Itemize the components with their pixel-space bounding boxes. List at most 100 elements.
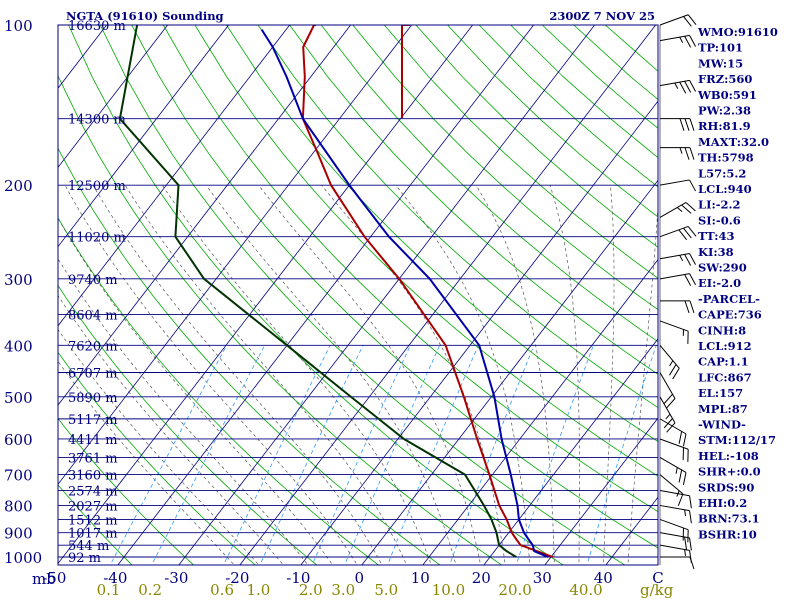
mixing-ratio-label: 20.0	[498, 581, 531, 599]
pressure-label: 900	[4, 525, 33, 543]
temperature-tick-label: 0	[355, 569, 365, 587]
index-item: TH:5798	[698, 151, 754, 165]
mixing-ratio-line	[151, 345, 265, 565]
wind-barb-full	[689, 537, 692, 551]
index-item: LI:-2.2	[698, 198, 741, 212]
wind-barb	[659, 518, 689, 543]
mixing-ratio-label: 0.2	[138, 581, 162, 599]
wind-barb	[659, 396, 676, 433]
isotherm	[361, 179, 658, 565]
wind-barb-half	[665, 413, 671, 420]
pressure-label: 400	[4, 337, 33, 355]
wind-barb-half	[676, 207, 683, 213]
temperature-tick-label: 30	[533, 569, 552, 587]
temperature-tick-label: 10	[411, 569, 430, 587]
mixing-ratio-line	[586, 345, 657, 565]
wind-barb-full	[689, 35, 697, 47]
wind-barb-full	[689, 495, 692, 509]
moist-adiabat	[603, 185, 615, 565]
index-item: LCL:940	[698, 182, 752, 196]
mixing-ratio-line	[259, 345, 364, 565]
wind-barb	[659, 372, 676, 409]
wind-barb-full	[672, 368, 680, 380]
index-item: BSHR:10	[698, 527, 757, 541]
pressure-label: 1000	[4, 549, 42, 567]
moist-adiabat	[58, 360, 235, 565]
wind-barb-staff	[659, 490, 690, 497]
height-label: 3761 m	[68, 451, 118, 466]
isotherm	[300, 100, 658, 565]
isotherm	[58, 25, 169, 169]
wind-barb-full	[677, 493, 684, 506]
wind-barb-full	[689, 510, 692, 524]
moist-adiabat	[627, 201, 658, 565]
wind-barb-full	[679, 118, 685, 131]
wind-barb-staff	[659, 179, 690, 186]
chart-title: NGTA (91610) Sounding	[66, 9, 224, 23]
moist-adiabat	[64, 184, 358, 565]
wind-barb-full	[689, 118, 695, 131]
wind-barb-full	[689, 179, 697, 192]
mixing-ratio-unit-label: g/kg	[640, 581, 674, 599]
wind-barb-full	[682, 472, 687, 485]
wind-barb-full	[683, 227, 692, 239]
wind-barb	[659, 202, 696, 218]
dry-adiabat	[58, 284, 318, 565]
index-item: CAP:1.1	[698, 355, 749, 369]
mixing-ratio-line	[449, 345, 535, 565]
wind-barb	[659, 79, 697, 94]
pressure-label: 800	[4, 497, 33, 515]
wind-barb-full	[684, 147, 690, 160]
pressure-unit-label: mb	[32, 570, 56, 588]
height-label: 16630 m	[68, 19, 126, 34]
isotherm	[544, 417, 658, 565]
mixing-ratio-line	[344, 345, 441, 565]
index-item: BRN:73.1	[698, 512, 760, 526]
isotherm	[58, 25, 352, 406]
mixing-ratio-line	[387, 345, 479, 565]
wind-barb	[659, 320, 689, 344]
moist-adiabat	[321, 184, 506, 565]
wind-barb-full	[685, 202, 696, 212]
dry-adiabat	[58, 147, 441, 565]
temperature-tick-label: -50	[42, 569, 66, 587]
mixing-ratio-line	[515, 345, 594, 565]
height-label: 9740 m	[68, 273, 118, 288]
height-label: 2574 m	[68, 485, 118, 500]
wind-barb-full	[683, 16, 692, 27]
index-item: HEL:-108	[698, 449, 759, 463]
height-label: 8604 m	[68, 308, 118, 323]
moist-adiabat	[258, 184, 481, 565]
moist-adiabat	[549, 184, 580, 565]
dry-adiabat	[383, 25, 658, 279]
temperature-tick-label: -10	[286, 569, 310, 587]
wind-barb-staff	[659, 320, 689, 332]
wind-barb	[659, 490, 692, 509]
moist-adiabat	[58, 217, 334, 565]
dry-adiabat	[541, 25, 658, 129]
mixing-ratio-line	[223, 345, 331, 565]
index-item: -PARCEL-	[698, 292, 760, 306]
dry-adiabat	[58, 351, 256, 565]
index-item: EHI:0.2	[698, 496, 747, 510]
isotherm	[58, 25, 230, 248]
wind-barb	[659, 344, 680, 380]
wind-barb	[660, 118, 695, 131]
dry-adiabat	[415, 25, 658, 248]
isotherm	[58, 25, 291, 327]
wind-barb-full	[684, 118, 690, 131]
height-label: 7620 m	[68, 339, 118, 354]
wind-barb-full	[687, 226, 697, 237]
wind-barb	[660, 556, 695, 570]
mixing-ratio-line	[109, 345, 227, 565]
wind-barb	[659, 532, 692, 551]
wind-barb-full	[689, 273, 697, 285]
isotherm	[58, 25, 474, 565]
height-label: 92 m	[68, 551, 101, 566]
isotherm	[483, 338, 658, 565]
index-item: MW:15	[698, 56, 743, 70]
chart-datetime: 2300Z 7 NOV 25	[549, 9, 655, 23]
wind-barb-half	[674, 82, 679, 89]
temperature-tick-label: -30	[164, 569, 188, 587]
